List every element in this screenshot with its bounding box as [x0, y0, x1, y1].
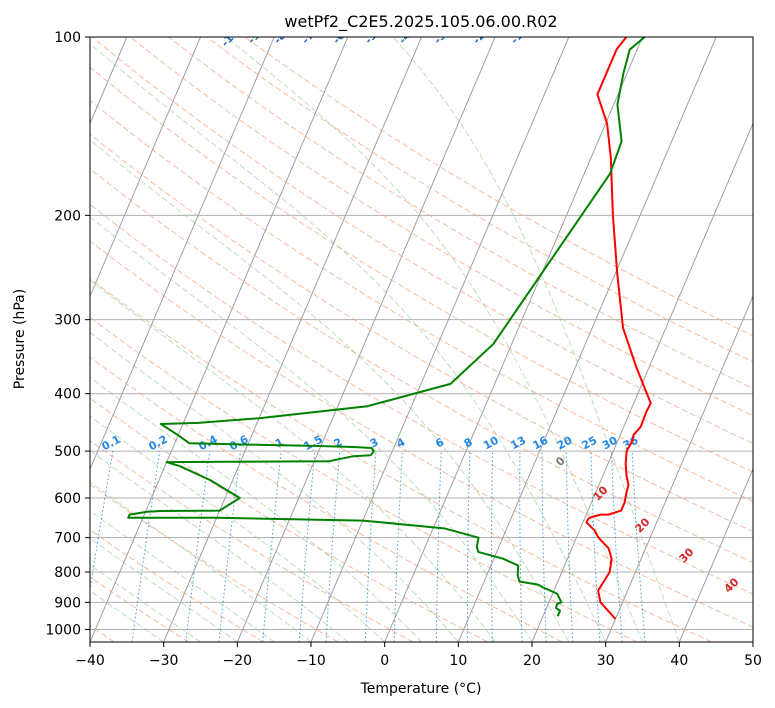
dry-adiabat [90, 240, 753, 628]
moist-adiabat [90, 139, 570, 642]
dry-adiabat-label: -10 [508, 23, 531, 47]
y-tick-label: 900 [54, 595, 81, 611]
y-tick-label: 100 [54, 30, 81, 46]
y-tick-label: 500 [54, 444, 81, 460]
dry-adiabat [130, 37, 753, 417]
moist-adiabat [90, 279, 496, 642]
y-axis-ticks: 100 200 300 400 500 600 700 800 900 1000 [45, 30, 90, 638]
x-tick-label: −20 [223, 653, 253, 669]
dry-adiabat-label: -50 [362, 23, 385, 47]
x-tick-label: 50 [744, 653, 762, 669]
mixing-ratio-label: 10 [481, 434, 501, 453]
dry-adiabats [90, 37, 753, 642]
dry-adiabat [90, 133, 753, 533]
moist-adiabat [90, 564, 201, 642]
moist-adiabat [90, 481, 312, 642]
moist-adiabat [90, 331, 459, 642]
dry-adiabat [90, 397, 488, 642]
moist-adiabat [90, 43, 607, 642]
y-tick-label: 200 [54, 208, 81, 224]
plot-area: 0.10.20.40.611.52346810131620253036-100-… [90, 23, 753, 642]
dry-adiabat [90, 483, 339, 642]
sounding-profiles [127, 37, 652, 620]
x-tick-label: 20 [523, 653, 541, 669]
mixing-ratio-line [298, 451, 316, 642]
isotherm [457, 37, 717, 642]
isotherm [236, 37, 496, 642]
mixing-ratio-label: 25 [580, 434, 600, 453]
temperature-profile [585, 37, 652, 620]
mixing-ratio-label: 16 [531, 434, 551, 453]
y-tick-label: 800 [54, 565, 81, 581]
x-axis-ticks: −40 −30 −20 −10 0 10 20 30 40 50 [75, 642, 762, 669]
dry-adiabat-label: -90 [245, 23, 268, 47]
isotherm [310, 37, 570, 642]
isotherm [678, 467, 753, 642]
x-tick-label: 10 [449, 653, 467, 669]
moist-adiabat [90, 590, 164, 642]
dry-adiabat [90, 356, 563, 642]
moist-adiabat [225, 37, 643, 642]
dewpoint-profile [127, 37, 646, 617]
dry-adiabat-label: -20 [470, 23, 493, 47]
isotherm [90, 37, 201, 298]
pressure-gridlines [90, 37, 753, 630]
dry-adiabat-label: -40 [396, 23, 419, 47]
isotherm [531, 122, 753, 642]
isotherm [90, 37, 275, 471]
x-tick-label: 30 [597, 653, 615, 669]
isotherm [163, 37, 422, 642]
dry-adiabat-label: -30 [431, 23, 454, 47]
dry-adiabat-label: -60 [330, 23, 353, 47]
dry-adiabat [206, 37, 753, 363]
mixing-ratio-line [185, 451, 211, 642]
x-tick-label: −30 [149, 653, 179, 669]
isotherm [605, 295, 753, 642]
x-tick-label: −40 [75, 653, 105, 669]
x-tick-label: −10 [296, 653, 326, 669]
y-tick-label: 1000 [45, 622, 81, 638]
x-tick-label: 40 [670, 653, 688, 669]
dry-adiabat [90, 316, 638, 642]
moist-adiabat [392, 37, 680, 642]
y-axis-title: Pressure (hPa) [12, 289, 28, 389]
dry-adiabat-label: -70 [299, 23, 322, 47]
mixing-ratio-line [90, 451, 114, 593]
moist-adiabat [90, 537, 238, 642]
dry-adiabat [90, 66, 753, 473]
isotherm [90, 37, 349, 642]
moist-adiabat [90, 376, 422, 642]
isotherm [384, 37, 643, 642]
mixing-ratio-line [262, 451, 282, 642]
y-tick-label: 400 [54, 387, 81, 403]
dry-adiabat-label: -80 [271, 23, 294, 47]
y-tick-label: 300 [54, 313, 81, 329]
moist-adiabats [90, 37, 680, 642]
mixing-ratio-label: 13 [508, 434, 528, 453]
dry-adiabat [90, 203, 753, 595]
mixing-ratio-label: 30 [600, 434, 620, 453]
y-tick-label: 600 [54, 491, 81, 507]
plot-frame [89, 36, 754, 643]
dry-adiabat [90, 576, 190, 642]
x-axis-title: Temperature (°C) [360, 681, 482, 697]
y-tick-label: 700 [54, 531, 81, 547]
moist-adiabat [90, 216, 533, 642]
isotherms [90, 37, 753, 642]
moist-adiabat [90, 415, 386, 642]
mixing-ratio-label: 20 [555, 434, 575, 453]
chart-title: wetPf2_C2E5.2025.105.06.00.R02 [284, 12, 557, 32]
moist-adiabat [90, 449, 349, 642]
dry-adiabat [90, 168, 753, 563]
x-tick-label: 0 [380, 653, 389, 669]
